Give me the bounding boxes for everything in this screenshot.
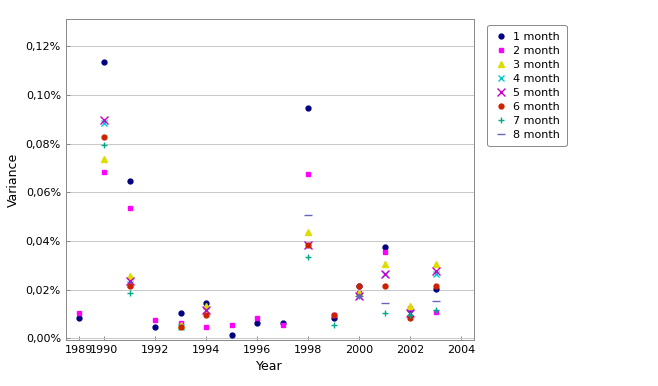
6 month <box>380 284 388 288</box>
1 month <box>355 284 363 288</box>
6 month <box>304 242 312 247</box>
5 month <box>380 272 388 276</box>
5 month <box>126 279 134 284</box>
1 month <box>380 245 388 249</box>
1 month <box>100 59 108 64</box>
8 month <box>304 213 312 218</box>
4 month <box>126 281 134 286</box>
2 month <box>74 311 82 315</box>
3 month <box>100 157 108 162</box>
8 month <box>432 298 440 303</box>
2 month <box>380 250 388 254</box>
Line: 3 month: 3 month <box>101 157 438 328</box>
6 month <box>406 315 414 320</box>
7 month <box>432 308 440 313</box>
6 month <box>330 313 338 318</box>
1 month <box>304 106 312 110</box>
1 month <box>126 179 134 184</box>
1 month <box>406 308 414 313</box>
2 month <box>330 313 338 318</box>
4 month <box>176 325 184 330</box>
7 month <box>380 311 388 315</box>
4 month <box>304 242 312 247</box>
4 month <box>100 120 108 125</box>
Legend: 1 month, 2 month, 3 month, 4 month, 5 month, 6 month, 7 month, 8 month: 1 month, 2 month, 3 month, 4 month, 5 mo… <box>488 25 567 146</box>
2 month <box>202 325 210 330</box>
5 month <box>406 311 414 315</box>
5 month <box>432 269 440 274</box>
8 month <box>380 301 388 305</box>
6 month <box>355 284 363 288</box>
6 month <box>202 313 210 318</box>
6 month <box>126 284 134 288</box>
2 month <box>278 323 286 327</box>
Line: 6 month: 6 month <box>101 135 438 330</box>
5 month <box>100 118 108 123</box>
3 month <box>304 230 312 235</box>
1 month <box>176 311 184 315</box>
5 month <box>304 242 312 247</box>
7 month <box>330 323 338 327</box>
Y-axis label: Variance: Variance <box>7 152 20 207</box>
2 month <box>253 315 261 320</box>
7 month <box>406 313 414 318</box>
4 month <box>355 293 363 298</box>
5 month <box>355 293 363 298</box>
2 month <box>126 206 134 210</box>
8 month <box>355 293 363 298</box>
1 month <box>253 320 261 325</box>
7 month <box>100 142 108 147</box>
Line: 8 month: 8 month <box>304 211 440 307</box>
1 month <box>202 301 210 305</box>
4 month <box>380 272 388 276</box>
Line: 7 month: 7 month <box>101 141 439 328</box>
2 month <box>432 309 440 314</box>
2 month <box>100 169 108 174</box>
X-axis label: Year: Year <box>257 360 283 373</box>
2 month <box>406 306 414 310</box>
4 month <box>406 311 414 315</box>
1 month <box>330 315 338 320</box>
1 month <box>151 325 159 330</box>
Line: 2 month: 2 month <box>76 169 438 330</box>
2 month <box>304 172 312 176</box>
1 month <box>74 315 82 320</box>
3 month <box>432 262 440 266</box>
6 month <box>100 135 108 140</box>
2 month <box>151 318 159 323</box>
7 month <box>304 254 312 259</box>
5 month <box>202 308 210 313</box>
6 month <box>432 284 440 288</box>
2 month <box>228 323 236 327</box>
3 month <box>176 323 184 327</box>
4 month <box>202 308 210 313</box>
7 month <box>126 291 134 296</box>
2 month <box>355 291 363 296</box>
3 month <box>126 274 134 279</box>
4 month <box>432 272 440 276</box>
Line: 4 month: 4 month <box>101 119 439 331</box>
3 month <box>355 291 363 296</box>
1 month <box>432 286 440 291</box>
2 month <box>176 320 184 325</box>
Line: 5 month: 5 month <box>100 116 440 317</box>
3 month <box>406 303 414 308</box>
1 month <box>278 320 286 325</box>
3 month <box>380 262 388 266</box>
6 month <box>176 325 184 330</box>
1 month <box>228 332 236 337</box>
3 month <box>202 303 210 308</box>
7 month <box>355 293 363 298</box>
Line: 1 month: 1 month <box>76 59 438 337</box>
